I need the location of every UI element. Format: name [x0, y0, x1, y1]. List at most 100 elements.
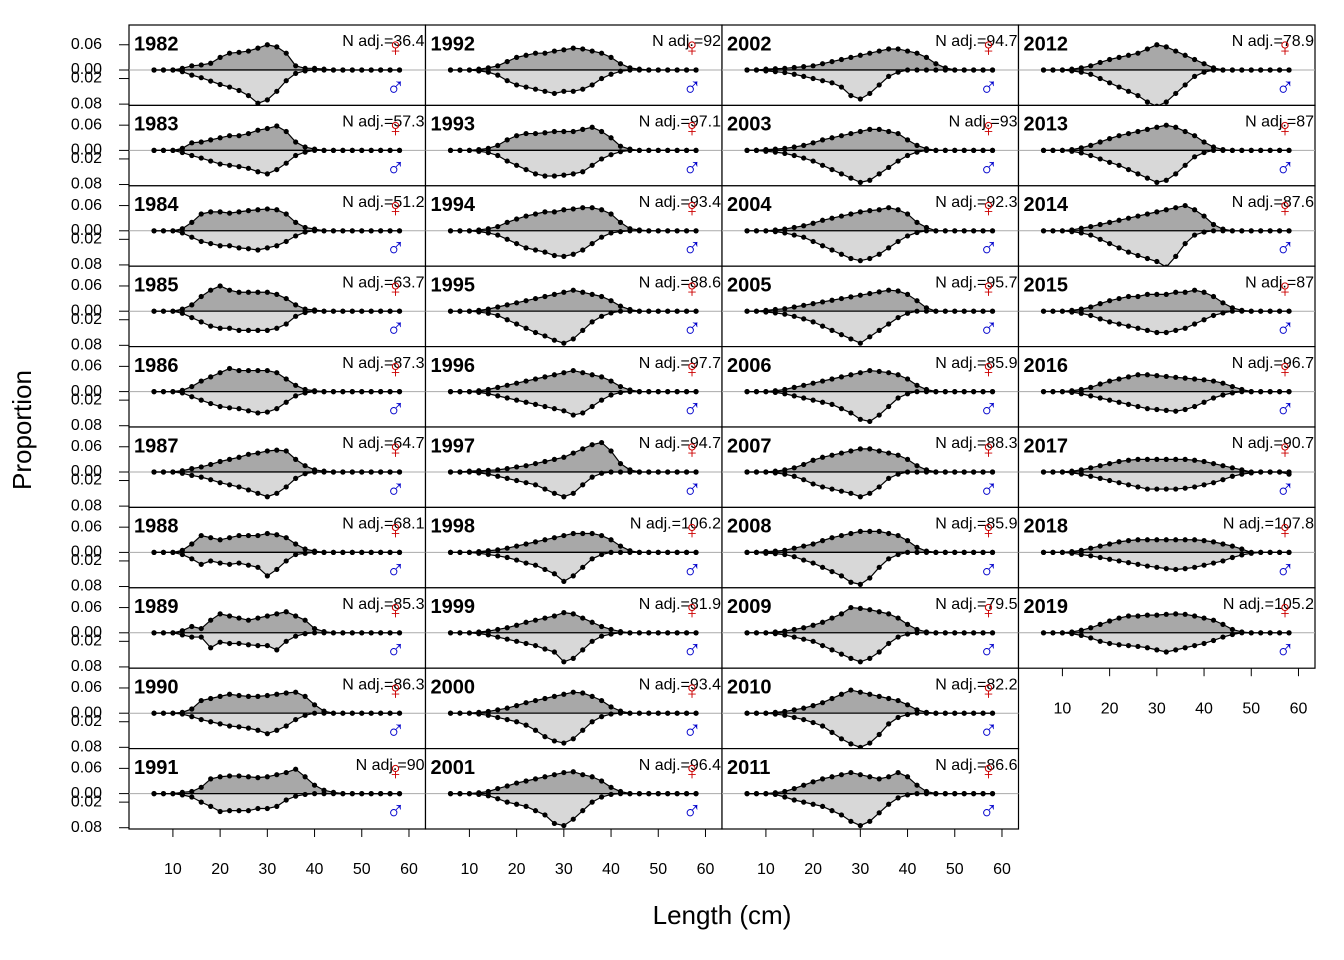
- male-point: [1088, 232, 1094, 238]
- female-point: [1135, 537, 1141, 543]
- male-point: [523, 325, 529, 331]
- male-point: [1267, 308, 1273, 314]
- male-point: [1182, 325, 1188, 331]
- male-point: [599, 234, 605, 240]
- female-point: [1210, 293, 1217, 300]
- female-point: [782, 547, 788, 553]
- male-area: [450, 712, 697, 744]
- male-point: [683, 67, 690, 73]
- male-point: [1210, 395, 1217, 401]
- male-point: [551, 820, 557, 827]
- female-point: [236, 49, 242, 55]
- male-point: [1192, 642, 1198, 649]
- male-point: [1088, 393, 1094, 399]
- male-point: [646, 389, 652, 395]
- male-point: [674, 67, 680, 73]
- male-point: [570, 490, 576, 496]
- male-point: [293, 152, 299, 159]
- male-point: [1078, 230, 1084, 236]
- female-point: [198, 464, 204, 470]
- male-point: [848, 92, 854, 99]
- male-point: [655, 549, 661, 556]
- male-point: [495, 72, 501, 78]
- male-point: [961, 308, 967, 314]
- male-point: [189, 556, 195, 562]
- male-area: [1043, 230, 1290, 268]
- male-point: [151, 791, 157, 797]
- x-tick-label: 40: [899, 861, 917, 878]
- female-point: [274, 447, 280, 453]
- female-point: [532, 295, 539, 302]
- male-point: [396, 147, 403, 153]
- male-point: [942, 549, 948, 556]
- male-point: [274, 803, 280, 809]
- female-point: [179, 306, 185, 312]
- y-tick-label: 0.06: [71, 36, 102, 53]
- female-point: [819, 700, 826, 706]
- male-point: [1078, 391, 1084, 397]
- female-point: [523, 298, 529, 304]
- female-point: [608, 211, 614, 217]
- female-point: [264, 774, 270, 780]
- male-point: [617, 549, 624, 556]
- male-point: [914, 67, 920, 73]
- female-point: [1192, 287, 1198, 293]
- male-point: [744, 791, 750, 797]
- female-point: [1210, 460, 1217, 467]
- x-tick-label: 60: [993, 861, 1011, 878]
- male-point: [466, 308, 473, 314]
- male-point: [1163, 329, 1169, 336]
- female-point: [495, 707, 501, 713]
- male-point: [886, 475, 892, 481]
- female-point: [580, 772, 586, 778]
- female-point: [782, 386, 788, 393]
- male-point: [170, 228, 176, 234]
- male-point: [674, 228, 680, 234]
- female-point: [857, 128, 863, 135]
- female-symbol: ♀: [979, 112, 999, 142]
- male-point: [665, 67, 671, 73]
- male-point: [245, 165, 252, 171]
- male-point: [387, 308, 393, 314]
- female-point: [485, 788, 491, 795]
- male-point: [1163, 177, 1169, 183]
- male-point: [551, 406, 557, 412]
- female-point: [599, 623, 605, 630]
- male-point: [1248, 308, 1254, 314]
- male-point: [311, 308, 318, 314]
- male-point: [914, 549, 920, 556]
- male-point: [636, 308, 642, 314]
- y-tick-label: 0.02: [71, 70, 102, 87]
- male-point: [819, 803, 826, 809]
- male-point: [198, 319, 204, 325]
- male-area: [1043, 310, 1290, 334]
- male-symbol: ♂: [682, 474, 702, 504]
- male-point: [476, 229, 482, 235]
- female-point: [589, 442, 595, 448]
- male-point: [810, 75, 816, 82]
- male-symbol: ♂: [1275, 393, 1295, 423]
- male-point: [801, 636, 807, 642]
- female-point: [876, 609, 882, 615]
- male-point: [819, 484, 826, 490]
- male-area: [450, 391, 697, 416]
- male-point: [1267, 630, 1273, 636]
- y-tick-label: 0.06: [71, 358, 102, 375]
- panel-year: 2014: [1024, 194, 1069, 216]
- female-point: [782, 306, 788, 312]
- male-point: [1040, 389, 1047, 395]
- female-symbol: ♀: [386, 755, 406, 785]
- male-point: [848, 818, 854, 824]
- female-point: [1107, 378, 1113, 384]
- male-point: [1125, 401, 1132, 407]
- female-point: [838, 56, 845, 63]
- female-point: [302, 224, 308, 231]
- x-tick-label: 40: [306, 861, 324, 878]
- male-point: [1229, 554, 1235, 561]
- female-point: [302, 546, 308, 552]
- male-area: [747, 230, 993, 262]
- female-point: [523, 619, 529, 625]
- male-point: [217, 721, 223, 727]
- female-symbol: ♀: [979, 675, 999, 705]
- male-point: [674, 549, 680, 556]
